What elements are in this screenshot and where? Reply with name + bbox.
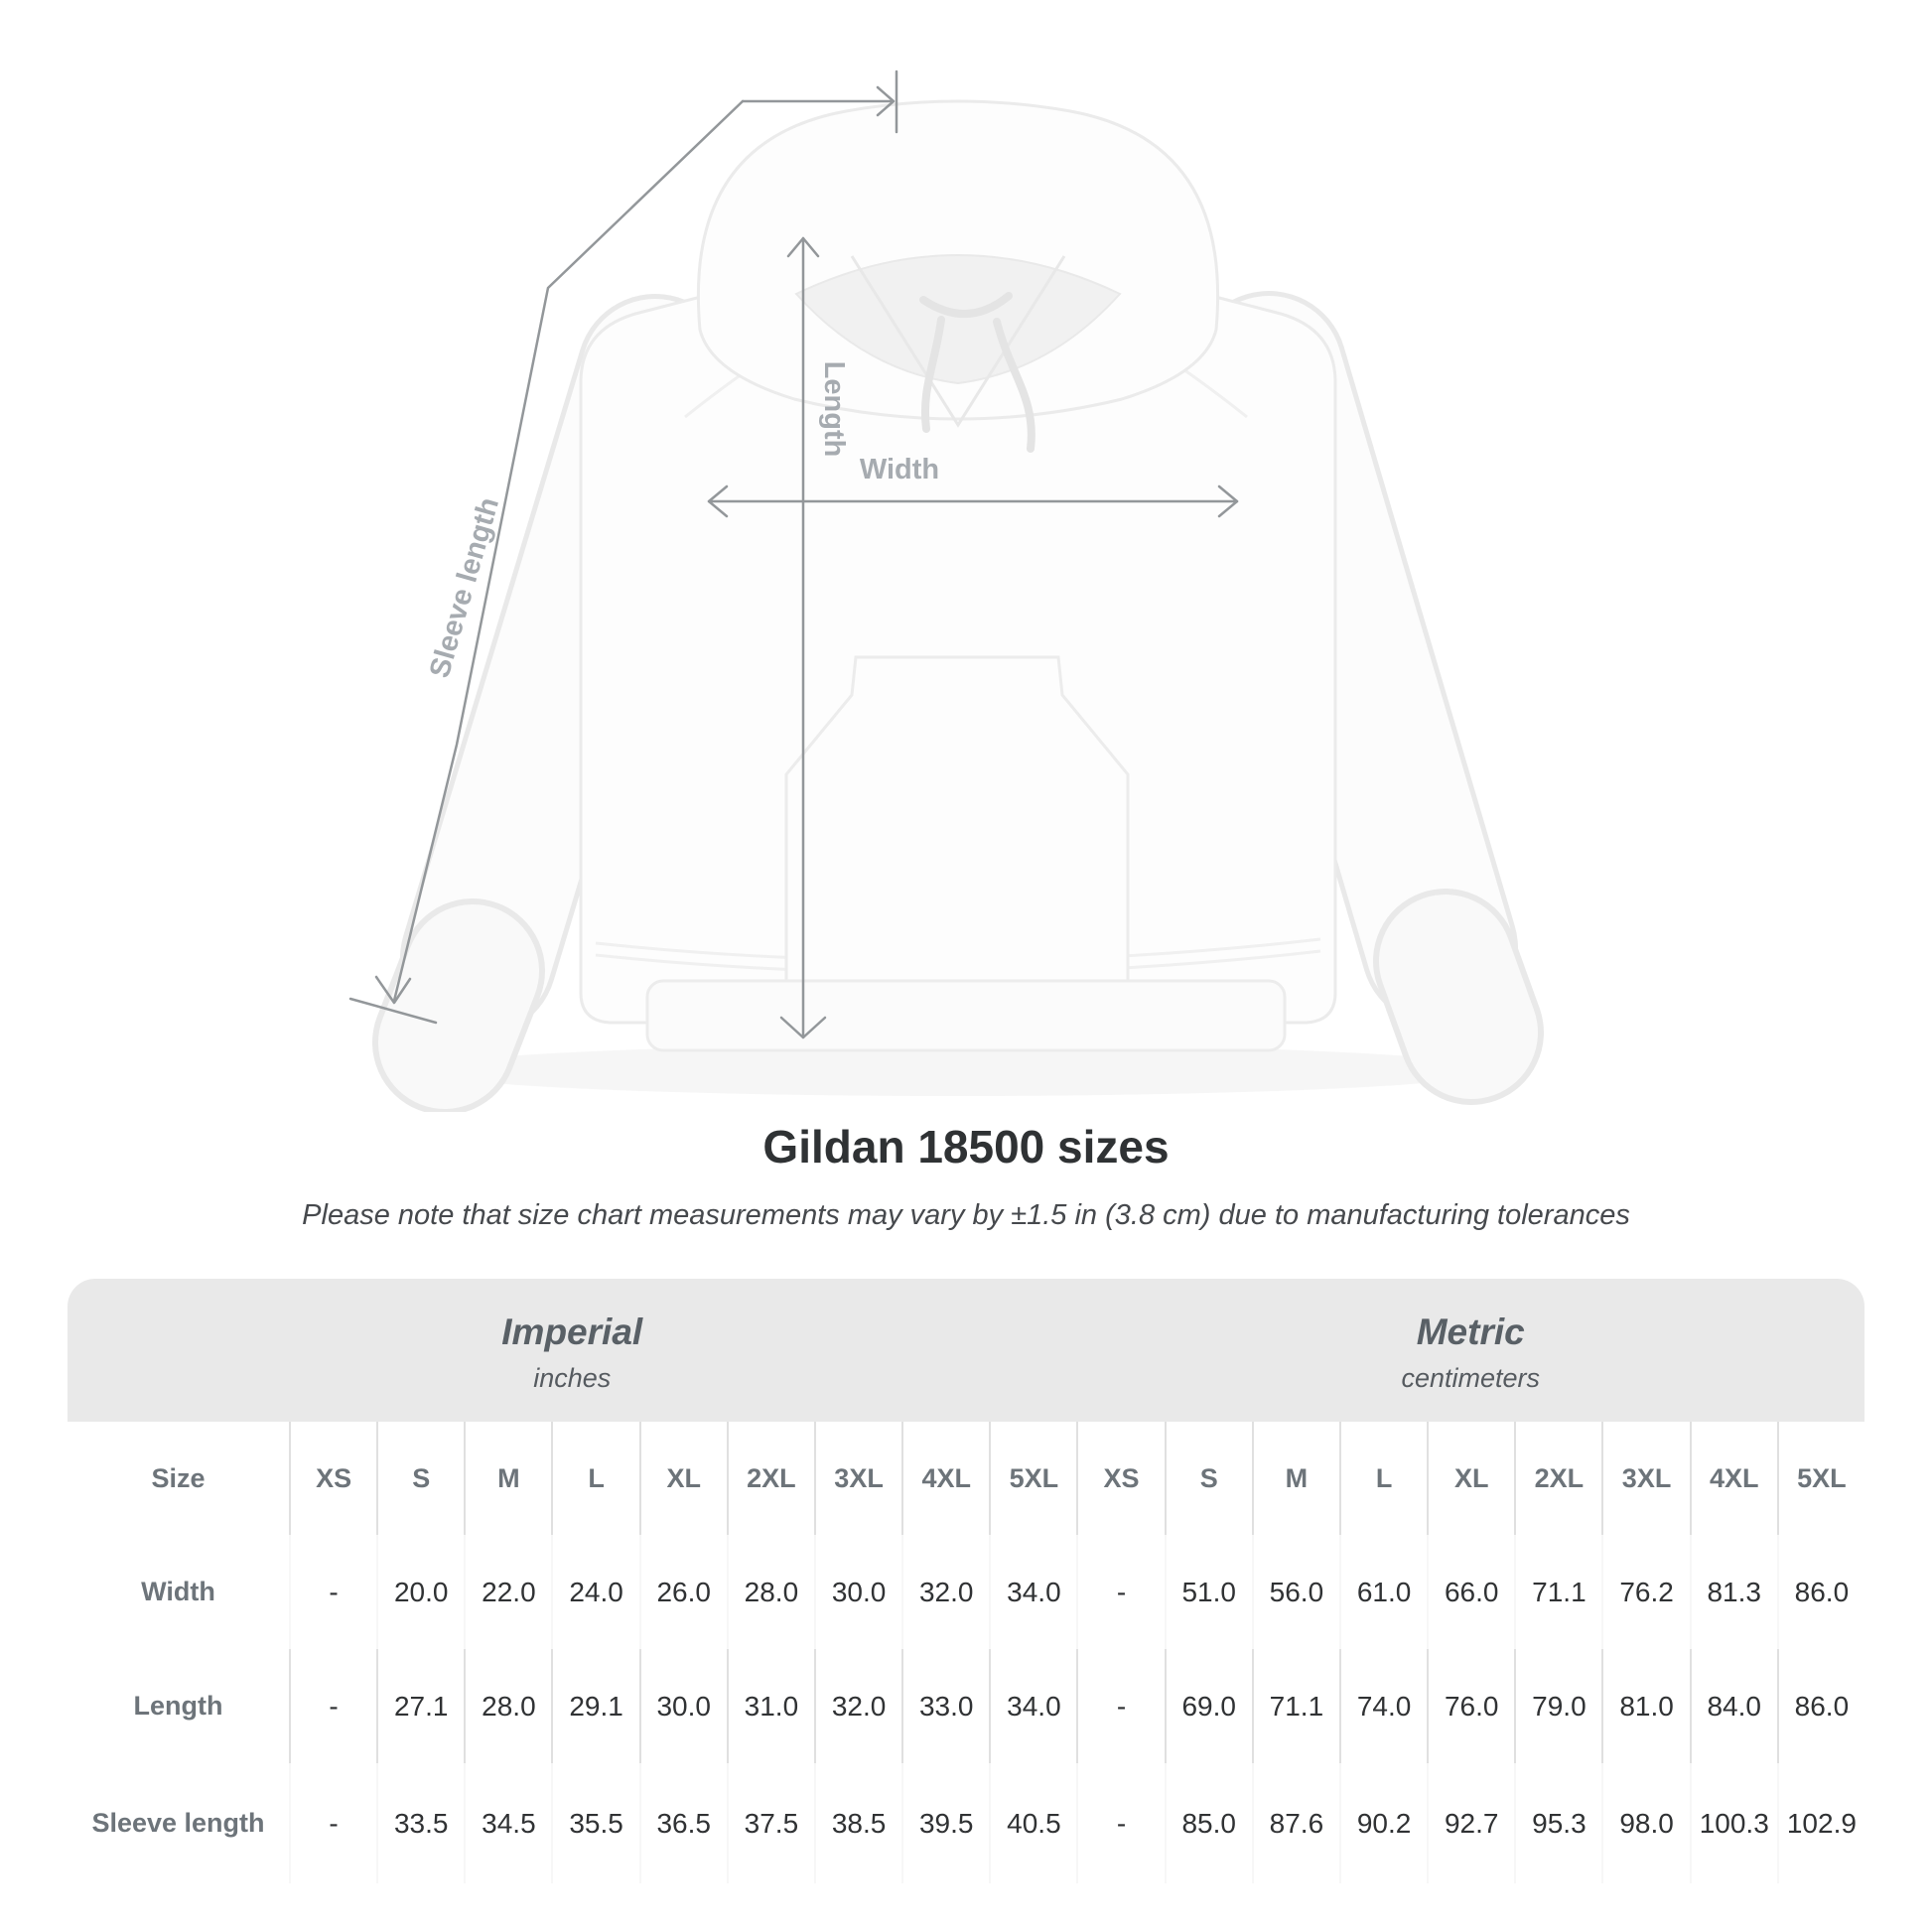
size-header: 2XL [1514, 1422, 1602, 1535]
length-dimension-label: Length [818, 361, 850, 458]
table-cell: 76.2 [1601, 1535, 1690, 1649]
table-cell: 66.0 [1427, 1535, 1515, 1649]
table-cell: 90.2 [1338, 1763, 1428, 1883]
table-cell: 34.0 [989, 1535, 1077, 1649]
table-cell: - [1076, 1763, 1165, 1883]
table-cell: 86.0 [1776, 1535, 1864, 1649]
table-cell: 71.1 [1251, 1649, 1339, 1763]
drawstrings [919, 292, 1035, 453]
size-header: S [376, 1422, 465, 1535]
hem-band [645, 979, 1287, 1052]
page-title: Gildan 18500 sizes [762, 1121, 1170, 1173]
table-cell: 39.5 [901, 1763, 990, 1883]
table-cell: 34.0 [989, 1649, 1077, 1763]
garment-shadow [422, 1044, 1494, 1096]
tolerance-note: Please note that size chart measurements… [302, 1199, 1630, 1231]
imperial-label: Imperial [501, 1311, 643, 1352]
table-cell: 36.5 [638, 1763, 727, 1883]
table-cell: 26.0 [638, 1535, 727, 1649]
size-table: Imperial inches Metric centimeters Size … [68, 1279, 1864, 1883]
row-label-width: Width [68, 1535, 289, 1649]
table-cell: 92.7 [1427, 1763, 1515, 1883]
table-cell: 74.0 [1338, 1649, 1428, 1763]
hoodie-figure: Length Width Sleeve length [348, 69, 1544, 1112]
table-cell: 20.0 [376, 1535, 465, 1649]
table-cell: 27.1 [376, 1649, 465, 1763]
row-label-length: Length [68, 1649, 289, 1763]
table-cell: 30.0 [813, 1535, 902, 1649]
table-cell: 35.5 [551, 1763, 639, 1883]
table-cell: 81.3 [1689, 1535, 1777, 1649]
table-cell: 33.0 [901, 1649, 990, 1763]
table-cell: 28.0 [464, 1649, 552, 1763]
table-cell: 87.6 [1251, 1763, 1339, 1883]
size-header: M [1251, 1422, 1339, 1535]
width-dimension-label: Width [860, 454, 939, 485]
imperial-unit: inches [533, 1362, 612, 1393]
size-header: 3XL [1601, 1422, 1690, 1535]
table-cell: 32.0 [813, 1649, 902, 1763]
size-header: L [1338, 1422, 1428, 1535]
table-cell: 31.0 [726, 1649, 814, 1763]
table-cell: 51.0 [1164, 1535, 1252, 1649]
size-header: XS [1076, 1422, 1165, 1535]
table-cell: 24.0 [551, 1535, 639, 1649]
table-cell: - [289, 1763, 377, 1883]
size-header: 5XL [989, 1422, 1077, 1535]
table-cell: 40.5 [989, 1763, 1077, 1883]
table-cell: 29.1 [551, 1649, 639, 1763]
width-dimension-line [707, 484, 1239, 518]
table-cell: 76.0 [1427, 1649, 1515, 1763]
table-cell: 85.0 [1164, 1763, 1252, 1883]
table-cell: 81.0 [1601, 1649, 1690, 1763]
table-cell: 84.0 [1689, 1649, 1777, 1763]
table-cell: 71.1 [1514, 1535, 1602, 1649]
table-cell: 28.0 [726, 1535, 814, 1649]
table-cell: 61.0 [1338, 1535, 1428, 1649]
hoodie-body [579, 272, 1337, 1025]
size-header: XL [1427, 1422, 1515, 1535]
size-column-header: Size [68, 1422, 289, 1535]
table-cell: 37.5 [726, 1763, 814, 1883]
size-header: 5XL [1776, 1422, 1864, 1535]
table-cell: 95.3 [1514, 1763, 1602, 1883]
table-cell: 79.0 [1514, 1649, 1602, 1763]
size-header: L [551, 1422, 639, 1535]
sleeve-cuffs [372, 889, 1544, 1112]
table-cell: 86.0 [1776, 1649, 1864, 1763]
table-cell: 69.0 [1164, 1649, 1252, 1763]
table-cell: 22.0 [464, 1535, 552, 1649]
table-cell: 98.0 [1601, 1763, 1690, 1883]
size-header: 4XL [901, 1422, 990, 1535]
table-cell: - [1076, 1535, 1165, 1649]
size-header: XL [638, 1422, 727, 1535]
size-header: S [1164, 1422, 1252, 1535]
table-cell: - [1076, 1649, 1165, 1763]
imperial-group-header: Imperial inches [68, 1279, 1077, 1422]
sleeve-length-dimension-line [348, 69, 898, 1025]
table-cell: 34.5 [464, 1763, 552, 1883]
table-cell: 32.0 [901, 1535, 990, 1649]
metric-label: Metric [1416, 1311, 1525, 1352]
metric-unit: centimeters [1401, 1362, 1541, 1393]
table-cell: - [289, 1535, 377, 1649]
size-header: M [464, 1422, 552, 1535]
table-cell: - [289, 1649, 377, 1763]
size-header: XS [289, 1422, 377, 1535]
size-header: 4XL [1689, 1422, 1777, 1535]
table-cell: 30.0 [638, 1649, 727, 1763]
metric-group-header: Metric centimeters [1076, 1279, 1864, 1422]
size-header: 3XL [813, 1422, 902, 1535]
table-cell: 38.5 [813, 1763, 902, 1883]
size-header: 2XL [726, 1422, 814, 1535]
table-cell: 100.3 [1689, 1763, 1777, 1883]
table-cell: 56.0 [1251, 1535, 1339, 1649]
hood [696, 99, 1220, 428]
row-label-sleeve-length: Sleeve length [68, 1763, 289, 1883]
table-cell: 102.9 [1776, 1763, 1864, 1883]
length-dimension-line [779, 236, 827, 1039]
table-cell: 33.5 [376, 1763, 465, 1883]
